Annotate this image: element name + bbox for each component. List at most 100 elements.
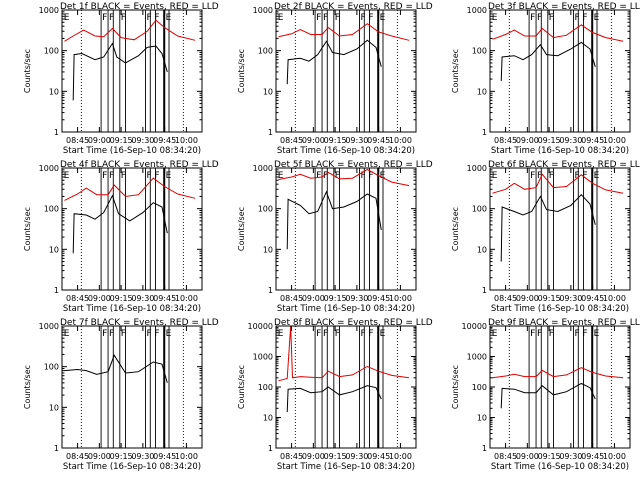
x-axis-label: Start Time (16-Sep-10 08:34:20) xyxy=(277,304,415,314)
x-tick-label: 10:00 xyxy=(175,136,198,145)
x-tick-label: 09:15 xyxy=(324,452,347,461)
panel-title: Det 2f BLACK = Events, RED = LLD xyxy=(274,2,433,12)
events-series-line xyxy=(500,193,596,262)
flag-label: F xyxy=(549,329,554,339)
flag-label: F xyxy=(368,171,373,181)
x-tick-label: 09:00 xyxy=(302,294,325,303)
y-tick-label: 100 xyxy=(472,205,487,214)
y-tick-label: 10 xyxy=(263,245,273,254)
panel-title: Det 4f BLACK = Events, RED = LLD xyxy=(60,160,219,170)
x-tick-label: 09:30 xyxy=(559,136,582,145)
y-tick-label: 1 xyxy=(54,286,59,295)
flag-label: E xyxy=(594,329,600,339)
x-tick-label: 08:45 xyxy=(280,294,303,303)
events-series-line xyxy=(72,194,168,254)
x-tick-label: 10:00 xyxy=(389,136,412,145)
x-tick-label: 09:00 xyxy=(88,452,111,461)
x-tick-label: 09:00 xyxy=(516,136,539,145)
x-tick-label: 09:15 xyxy=(538,294,561,303)
flag-label: F xyxy=(582,329,587,339)
x-tick-label: 09:45 xyxy=(581,452,604,461)
flag-label: F xyxy=(549,13,554,23)
x-tick-label: 09:15 xyxy=(324,294,347,303)
flag-label: F xyxy=(574,171,579,181)
y-axis-label: Counts/sec xyxy=(237,49,246,93)
x-tick-label: 08:45 xyxy=(494,452,517,461)
x-axis-label: Start Time (16-Sep-10 08:34:20) xyxy=(277,462,415,472)
flag-label: F xyxy=(316,171,321,181)
y-tick-label: 100 xyxy=(44,47,59,56)
flag-label: E xyxy=(492,13,498,23)
flag-label: E xyxy=(278,13,284,23)
x-tick-label: 09:45 xyxy=(367,136,390,145)
flag-label: F xyxy=(323,13,328,23)
y-tick-label: 10 xyxy=(477,414,487,423)
flag-label: F xyxy=(530,171,535,181)
y-axis-label: Counts/sec xyxy=(237,207,246,251)
y-tick-label: 1000 xyxy=(253,6,273,15)
panel-title: Det 9f BLACK = Events, RED = LLD xyxy=(488,318,640,328)
y-tick-label: 10 xyxy=(477,245,487,254)
x-tick-label: 09:45 xyxy=(367,452,390,461)
x-tick-label: 10:00 xyxy=(389,452,412,461)
lld-series-line xyxy=(278,168,410,187)
lld-series-line xyxy=(278,23,410,41)
flag-label: F xyxy=(530,329,535,339)
x-tick-label: 09:00 xyxy=(302,452,325,461)
y-tick-label: 1 xyxy=(268,128,273,137)
x-axis-label: Start Time (16-Sep-10 08:34:20) xyxy=(491,304,629,314)
flag-label: E xyxy=(492,329,498,339)
y-tick-label: 10 xyxy=(49,87,59,96)
flag-label: F xyxy=(335,13,340,23)
panel-title: Det 6f BLACK = Events, RED = LLD xyxy=(488,160,640,170)
x-tick-label: 09:00 xyxy=(302,136,325,145)
flag-label: F xyxy=(102,329,107,339)
lld-series-line xyxy=(492,367,624,379)
x-tick-label: 09:30 xyxy=(559,452,582,461)
y-tick-label: 1 xyxy=(482,444,487,453)
x-tick-label: 09:45 xyxy=(581,136,604,145)
plot-frame xyxy=(275,325,417,449)
panel-title: Det 7f BLACK = Events, RED = LLD xyxy=(60,318,219,328)
flag-label: F xyxy=(368,329,373,339)
x-tick-label: 09:30 xyxy=(131,294,154,303)
flag-label: F xyxy=(537,13,542,23)
x-tick-label: 09:15 xyxy=(110,452,133,461)
events-series-line xyxy=(64,354,168,383)
x-tick-label: 09:15 xyxy=(110,136,133,145)
events-series-line xyxy=(286,39,382,85)
x-tick-label: 09:45 xyxy=(153,136,176,145)
flag-label: F xyxy=(323,329,328,339)
x-tick-label: 09:30 xyxy=(345,452,368,461)
flag-label: F xyxy=(102,171,107,181)
flag-label: E xyxy=(380,329,386,339)
flag-label: F xyxy=(121,171,126,181)
events-series-line xyxy=(286,190,382,250)
x-tick-label: 08:45 xyxy=(66,136,89,145)
flag-label: E xyxy=(278,329,284,339)
y-axis-label: Counts/sec xyxy=(237,365,246,409)
plot-frame xyxy=(489,9,631,133)
events-series-line xyxy=(286,385,382,413)
y-axis-label: Counts/sec xyxy=(23,49,32,93)
x-tick-label: 09:30 xyxy=(559,294,582,303)
flag-label: F xyxy=(316,329,321,339)
x-tick-label: 09:00 xyxy=(516,452,539,461)
flag-label: F xyxy=(121,13,126,23)
x-tick-label: 10:00 xyxy=(603,294,626,303)
x-tick-label: 09:45 xyxy=(153,294,176,303)
x-tick-label: 10:00 xyxy=(603,136,626,145)
flag-label: F xyxy=(360,329,365,339)
flag-label: E xyxy=(64,329,70,339)
lld-series-line xyxy=(64,19,196,42)
y-axis-label: Counts/sec xyxy=(451,365,460,409)
y-tick-label: 100 xyxy=(258,383,273,392)
x-tick-label: 10:00 xyxy=(175,294,198,303)
x-tick-label: 10:00 xyxy=(389,294,412,303)
x-tick-label: 09:00 xyxy=(88,294,111,303)
events-series-line xyxy=(500,41,596,82)
y-tick-label: 1000 xyxy=(39,164,59,173)
